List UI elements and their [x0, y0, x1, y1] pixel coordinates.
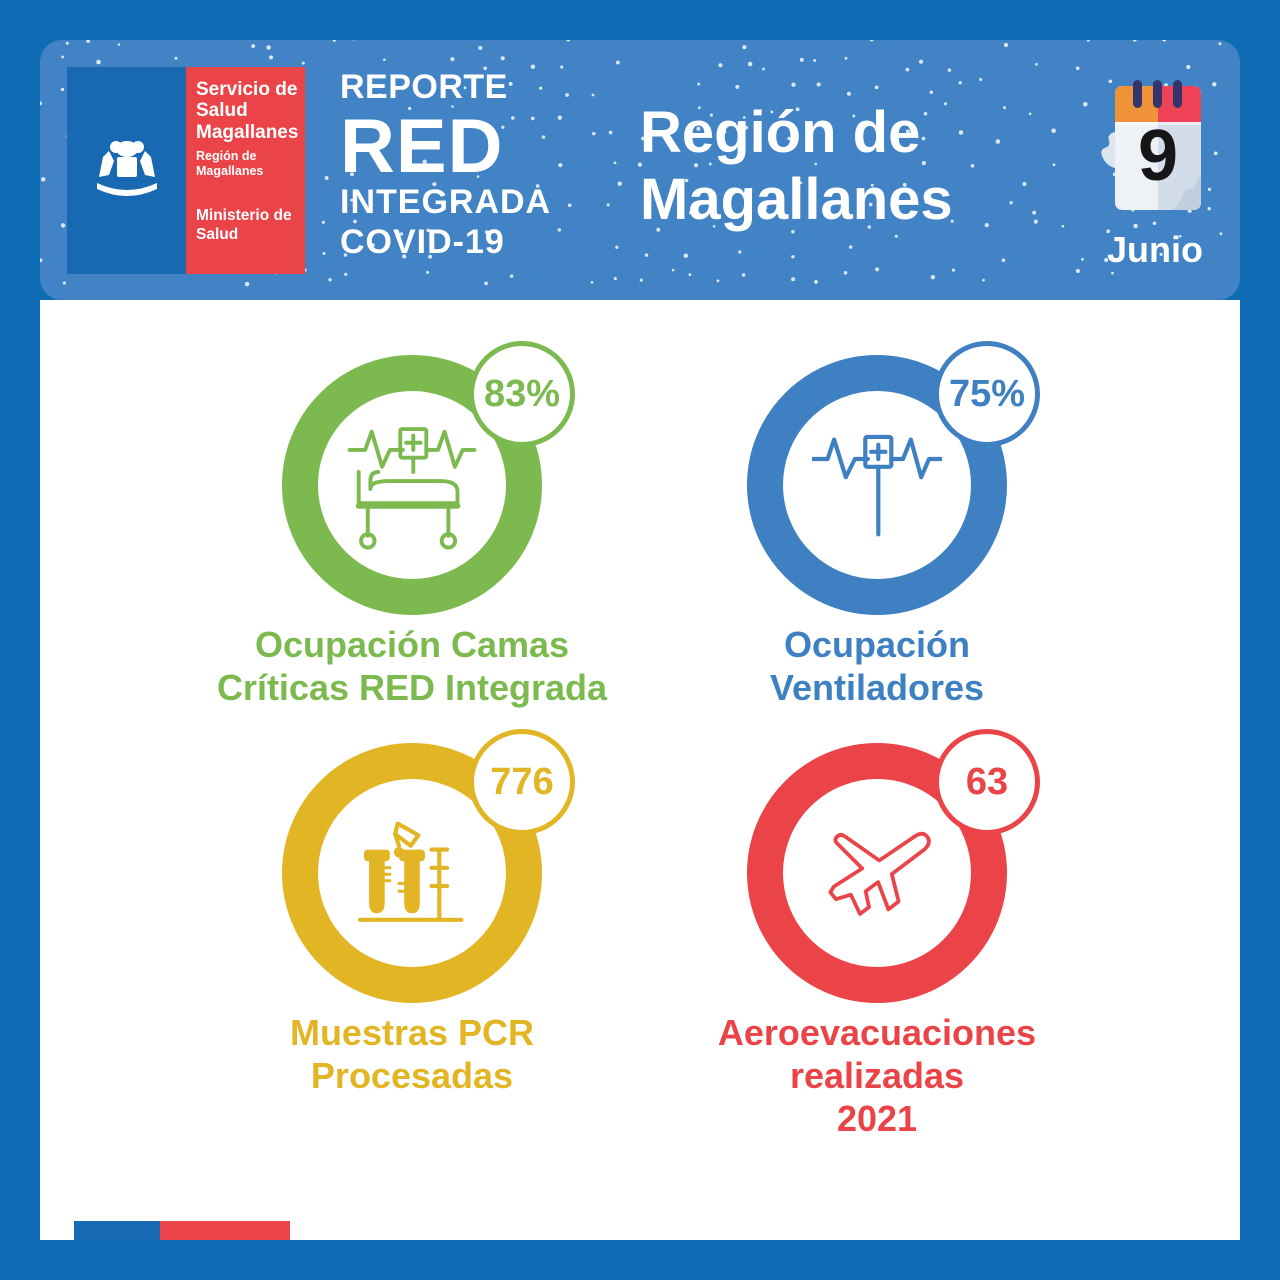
svg-text:9: 9 [1138, 116, 1178, 196]
